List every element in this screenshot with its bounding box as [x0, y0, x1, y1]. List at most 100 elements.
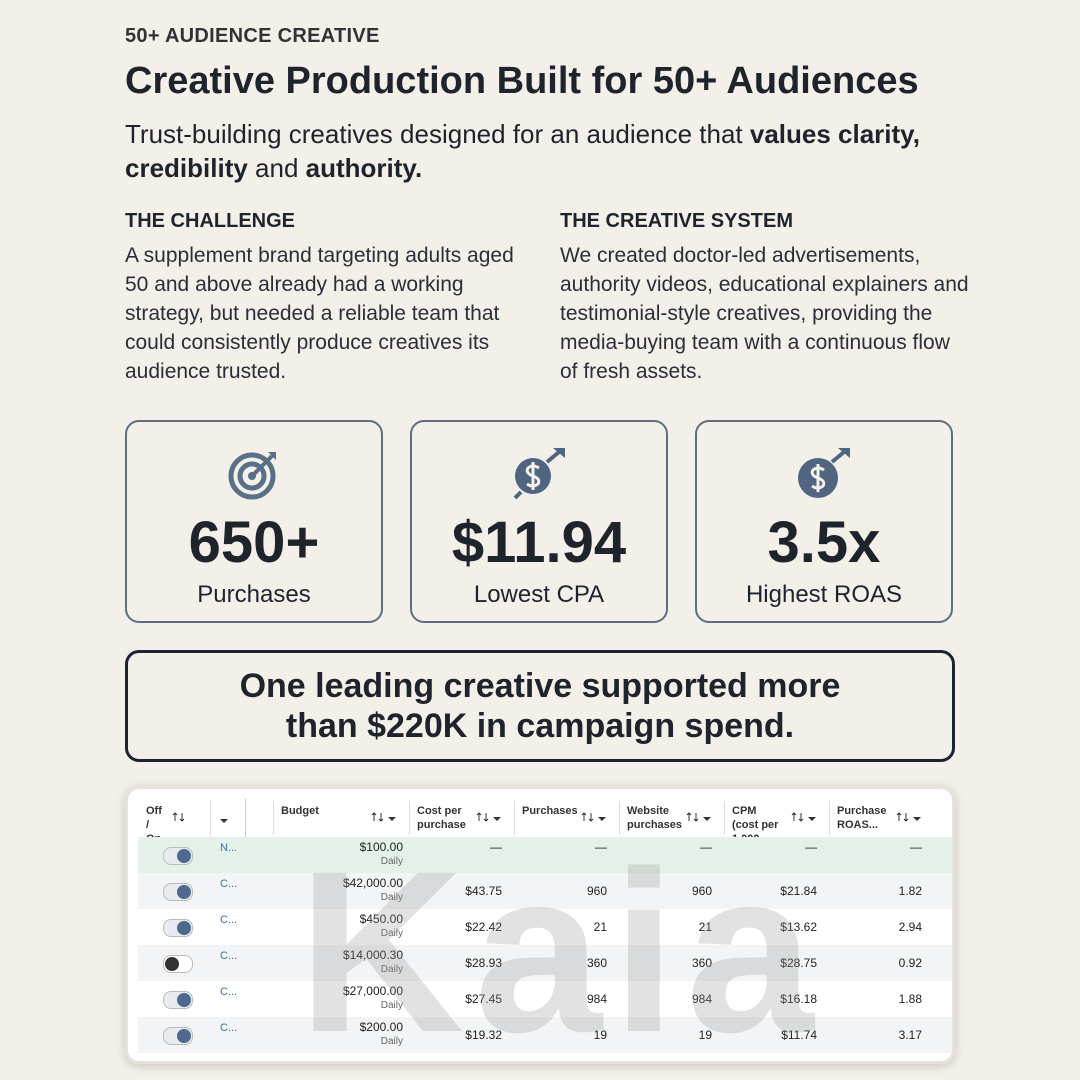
toggle[interactable] [163, 955, 193, 973]
subtitle-text: and [247, 153, 306, 183]
cell-roas: 1.82 [898, 884, 922, 898]
toggle[interactable] [163, 919, 193, 937]
budget: $450.00 [359, 912, 403, 926]
cell-website: 19 [698, 1028, 712, 1042]
cell-website: — [700, 840, 712, 854]
cell-cost: $19.32 [465, 1028, 502, 1042]
cell-purchases: 984 [586, 992, 607, 1006]
stat-value: 650+ [188, 510, 320, 575]
budget-period: Daily [380, 964, 403, 975]
cell-cpm: $13.62 [780, 920, 817, 934]
column-divider [724, 801, 725, 835]
cell-roas: 3.17 [898, 1028, 922, 1042]
column-header[interactable]: Website purchases [627, 805, 683, 831]
campaign-name[interactable]: C... [220, 914, 238, 926]
ads-table: Off / OnBudget Cost per purchase Purchas… [125, 786, 955, 1064]
section-heading: THE CHALLENGE [125, 210, 295, 232]
stat-card: 650+ Purchases [125, 420, 383, 623]
column-header[interactable]: Cost per purchase [417, 805, 466, 831]
campaign-name[interactable]: C... [220, 950, 238, 962]
table-row [138, 945, 952, 981]
name-caret[interactable] [220, 813, 228, 827]
section-body: We created doctor-led advertisements, au… [560, 244, 969, 383]
toggle-knob[interactable] [177, 849, 191, 863]
budget-period: Daily [380, 928, 403, 939]
cell-website: 360 [691, 956, 712, 970]
cell-website: 960 [691, 884, 712, 898]
sort-icon[interactable] [371, 811, 397, 825]
cell-purchases: 21 [593, 920, 607, 934]
cell-cpm: $11.74 [781, 1028, 817, 1042]
budget: $14,000.30 [342, 948, 403, 962]
cell-cost: $22.42 [465, 920, 502, 934]
toggle[interactable] [163, 847, 193, 865]
table-row [138, 873, 952, 909]
cell-website: 984 [691, 992, 712, 1006]
subtitle: Trust-building creatives designed for an… [125, 117, 925, 185]
sort-icon[interactable] [791, 811, 817, 825]
campaign-name[interactable]: C... [220, 986, 238, 998]
toggle-knob[interactable] [177, 885, 191, 899]
system: THE CREATIVE SYSTEM We created doctor-le… [560, 210, 970, 386]
subtitle-bold: authority. [305, 153, 423, 183]
sort-icon[interactable] [686, 811, 712, 825]
column-divider [273, 801, 274, 835]
stat-label: Lowest CPA [473, 581, 605, 608]
campaign-name[interactable]: N... [220, 842, 238, 854]
toggle[interactable] [163, 883, 193, 901]
subtitle-bold: values clarity, credibility [125, 119, 920, 183]
budget: $100.00 [359, 840, 403, 854]
eyebrow: 50+ AUDIENCE CREATIVE [125, 25, 380, 47]
budget-period: Daily [380, 1036, 403, 1047]
budget: $200.00 [359, 1020, 403, 1034]
budget-period: Daily [380, 1000, 403, 1011]
toggle-knob[interactable] [177, 921, 191, 935]
sort-icon[interactable] [896, 811, 922, 825]
campaign-name[interactable]: C... [220, 878, 238, 890]
stat-value: $11.94 [451, 510, 627, 575]
sort-icon[interactable] [476, 811, 502, 825]
cell-purchases: 960 [586, 884, 607, 898]
toggle[interactable] [163, 1027, 193, 1045]
cell-purchases: 360 [586, 956, 607, 970]
sort-icon[interactable] [172, 811, 186, 825]
section-body: A supplement brand targeting adults aged… [125, 244, 514, 383]
target-icon [228, 452, 276, 500]
column-header[interactable]: Purchases [522, 805, 578, 817]
cell-roas: 2.94 [898, 920, 922, 934]
column-header[interactable]: Purchase ROAS... [837, 805, 887, 831]
toggle-knob[interactable] [177, 993, 191, 1007]
cell-purchases: 19 [593, 1028, 607, 1042]
money-icon [513, 448, 565, 500]
stat-label: Purchases [197, 581, 311, 608]
cell-cpm: $28.75 [780, 956, 817, 970]
table-row [138, 909, 952, 945]
stat-label: Highest ROAS [745, 581, 903, 608]
toggle[interactable] [163, 991, 193, 1009]
cell-roas: 0.92 [898, 956, 922, 970]
section-heading: THE CREATIVE SYSTEM [560, 210, 793, 232]
cell-cpm: $16.18 [780, 992, 817, 1006]
cell-cost: $28.93 [465, 956, 502, 970]
cell-cost: — [490, 840, 502, 854]
stat-value: 3.5x [767, 510, 881, 575]
column-divider [514, 801, 515, 835]
cell-website: 21 [698, 920, 712, 934]
cell-cost: $43.75 [465, 884, 502, 898]
column-header[interactable]: Budget [281, 805, 319, 817]
callout: One leading creative supported more than… [125, 650, 955, 762]
toggle-knob[interactable] [177, 1029, 191, 1043]
challenge: THE CHALLENGE A supplement brand targeti… [125, 210, 535, 386]
cell-cpm: — [805, 840, 817, 854]
stat-card: $11.94 Lowest CPA [410, 420, 668, 623]
budget-period: Daily [380, 892, 403, 903]
cell-roas: 1.88 [898, 992, 922, 1006]
cell-purchases: — [595, 840, 607, 854]
toggle-knob[interactable] [165, 957, 179, 971]
title: Creative Production Built for 50+ Audien… [125, 60, 919, 102]
sort-icon[interactable] [581, 811, 607, 825]
budget-period: Daily [380, 856, 403, 867]
budget: $27,000.00 [342, 984, 403, 998]
campaign-name[interactable]: C... [220, 1022, 238, 1034]
